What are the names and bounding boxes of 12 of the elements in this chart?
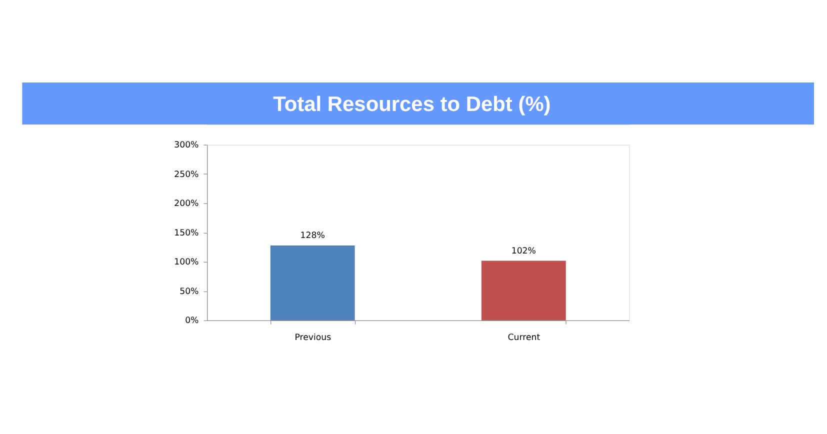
data-label: 102% <box>511 246 536 256</box>
y-tick-label: 0% <box>185 316 199 326</box>
y-tick-label: 200% <box>174 199 199 210</box>
y-tick-label: 300% <box>174 140 199 151</box>
x-tick-label: Current <box>508 332 541 343</box>
y-tick-label: 150% <box>174 228 199 238</box>
data-label: 128% <box>300 231 325 242</box>
x-tick-label: Previous <box>294 332 332 343</box>
chart-title: Total Resources to Debt (%) <box>273 92 551 116</box>
y-tick-label: 100% <box>174 258 199 268</box>
y-tick-label: 250% <box>174 170 199 180</box>
y-tick-label: 50% <box>180 286 199 297</box>
